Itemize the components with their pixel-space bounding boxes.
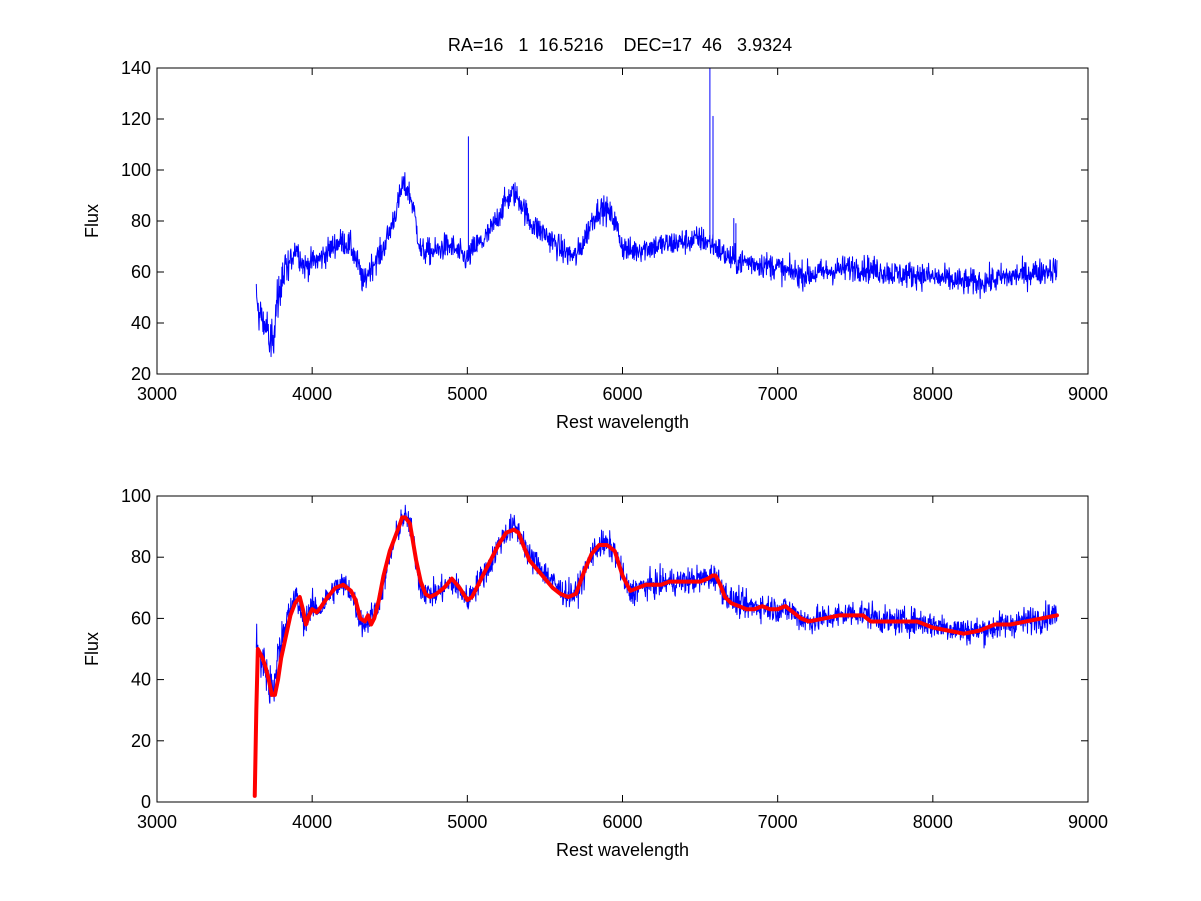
bottom-series-1-line bbox=[252, 515, 1059, 798]
top-y-tick-label: 80 bbox=[131, 211, 151, 231]
top-x-tick-label: 4000 bbox=[292, 384, 332, 404]
bottom-x-tick-label: 8000 bbox=[913, 812, 953, 832]
top-x-tick-label: 5000 bbox=[447, 384, 487, 404]
top-y-tick-label: 120 bbox=[121, 109, 151, 129]
top-x-tick-label: 3000 bbox=[137, 384, 177, 404]
bottom-y-axis-label: Flux bbox=[82, 632, 102, 666]
bottom-x-axis-label: Rest wavelength bbox=[556, 840, 689, 860]
top-spectrum-panel: 3000 4000 5000 6000 7000 8000 9000 20 40 60 80 100 1… bbox=[82, 58, 1108, 432]
top-series-0-line bbox=[255, 172, 1058, 358]
bottom-y-tick-label: 60 bbox=[131, 608, 151, 628]
bottom-x-tick-label: 5000 bbox=[447, 812, 487, 832]
figure-title: RA=16 1 16.5216 DEC=17 46 3.9324 bbox=[448, 35, 792, 55]
bottom-x-tick-label: 3000 bbox=[137, 812, 177, 832]
bottom-x-tick-label: 9000 bbox=[1068, 812, 1108, 832]
top-y-tick-label: 40 bbox=[131, 313, 151, 333]
top-y-tick-label: 140 bbox=[121, 58, 151, 78]
bottom-x-tick-label: 6000 bbox=[602, 812, 642, 832]
top-x-tick-label: 9000 bbox=[1068, 384, 1108, 404]
bottom-y-tick-label: 80 bbox=[131, 547, 151, 567]
bottom-x-tick-label: 7000 bbox=[758, 812, 798, 832]
top-x-tick-label: 8000 bbox=[913, 384, 953, 404]
top-y-tick-label: 100 bbox=[121, 160, 151, 180]
bottom-spectrum-panel: 3000 4000 5000 6000 7000 8000 9000 0 20 40 60 80 100… bbox=[82, 486, 1108, 860]
top-series-1-line bbox=[467, 68, 737, 262]
bottom-y-tick-label: 20 bbox=[131, 731, 151, 751]
bottom-y-tick-label: 0 bbox=[141, 792, 151, 812]
top-x-tick-label: 7000 bbox=[758, 384, 798, 404]
top-y-tick-label: 60 bbox=[131, 262, 151, 282]
top-x-tick-label: 6000 bbox=[602, 384, 642, 404]
top-y-axis-label: Flux bbox=[82, 204, 102, 238]
bottom-x-tick-label: 4000 bbox=[292, 812, 332, 832]
bottom-y-tick-label: 100 bbox=[121, 486, 151, 506]
bottom-y-tick-label: 40 bbox=[131, 670, 151, 690]
top-y-tick-label: 20 bbox=[131, 364, 151, 384]
top-x-axis-label: Rest wavelength bbox=[556, 412, 689, 432]
